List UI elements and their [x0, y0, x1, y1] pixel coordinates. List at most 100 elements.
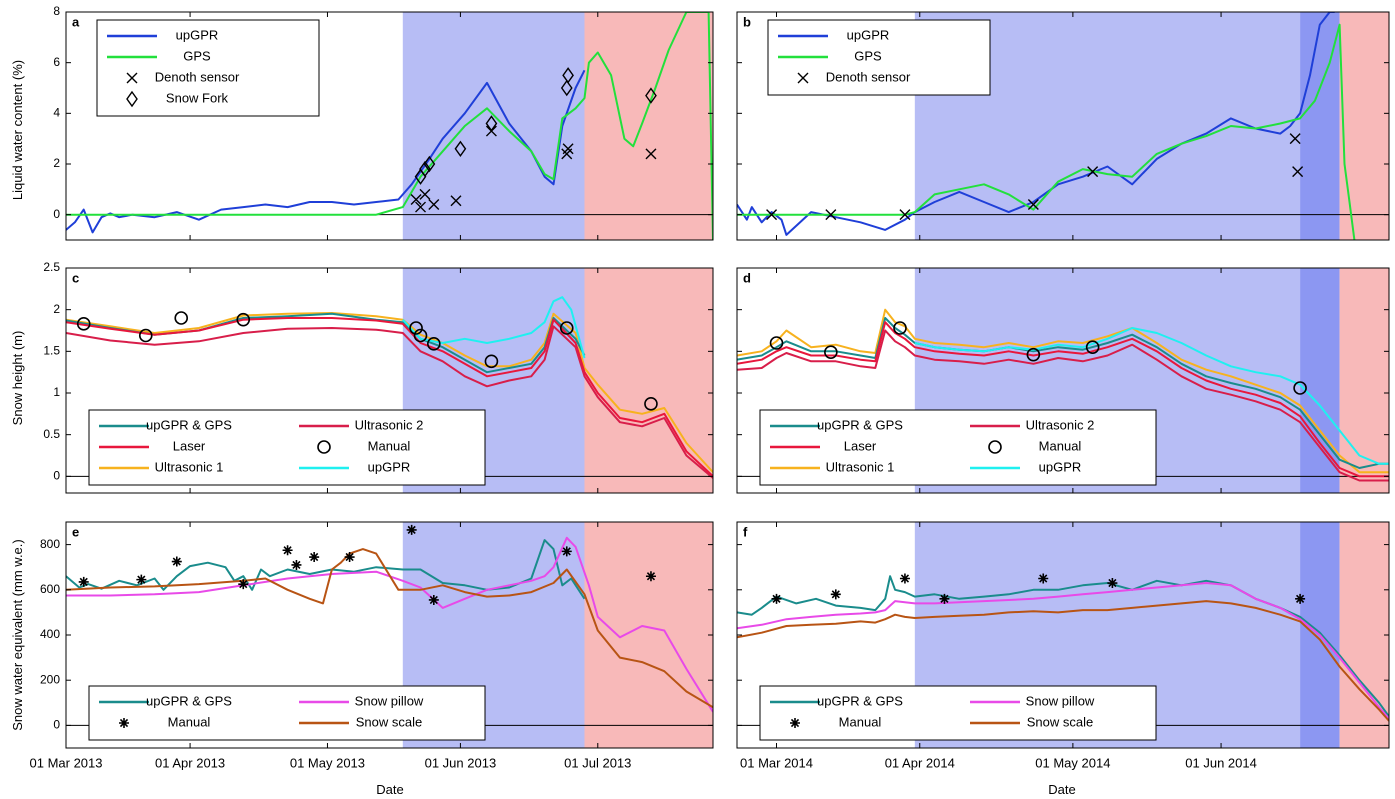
series-line-e-2	[66, 548, 713, 709]
marker-b-2-6	[1292, 166, 1304, 178]
marker-c-5-1	[138, 328, 153, 343]
ytick-label-a-1: 2	[53, 156, 60, 170]
marker-a-3-7	[645, 87, 657, 104]
legend-label-d-4: Ultrasonic 1	[826, 459, 895, 474]
marker-a-2-2	[419, 188, 431, 200]
marker-b-2-2	[899, 209, 911, 221]
marker-a-2-4	[450, 195, 462, 207]
marker-b-2-3	[1027, 199, 1039, 211]
xtick-label-f-0: 01 Mar 2014	[740, 755, 813, 770]
marker-d-5-2	[893, 321, 907, 335]
legend-label-c-5: upGPR	[368, 459, 411, 474]
legend-label-c-3: Manual	[368, 438, 411, 453]
marker-e-3-10	[561, 546, 572, 557]
panel-label-e: e	[72, 524, 79, 539]
legend-label-a-3: Snow Fork	[166, 90, 229, 105]
marker-a-3-6	[562, 67, 574, 84]
panel-f: 01 Mar 2014 01 Apr 2014 01 May 2014 01 Jun …	[736, 521, 1390, 770]
legend-label-a-1: GPS	[183, 48, 211, 63]
marker-a-3-4	[485, 115, 498, 132]
xtick-label-e-4: 01 Jul 2013	[564, 755, 631, 770]
ytick-label-e-0: 0	[53, 718, 60, 732]
legend-f: upGPR & GPS Snow pillow Manual Snow scale	[759, 685, 1157, 741]
ytick-label-c-3: 1.5	[43, 344, 60, 358]
marker-a-2-3	[428, 199, 440, 211]
marker-d-5-5	[1293, 381, 1307, 395]
marker-c-5-0	[76, 317, 91, 331]
panels: 0 2 4 6 8a upGPR GPS Denoth sensor Snow Fork b upG…	[30, 4, 1390, 770]
legend-label-f-3: Snow scale	[1027, 714, 1093, 729]
marker-a-3-2	[423, 155, 436, 173]
legend-label-e-0: upGPR & GPS	[146, 693, 232, 708]
panel-b: b upGPR GPS Denoth sensor	[736, 11, 1390, 241]
panel-label-f: f	[743, 524, 748, 539]
panel-e: 0 200 400 600 800 01 Mar 2013 01 Apr 2013 01 Ma…	[30, 521, 714, 770]
marker-e-3-7	[344, 552, 355, 563]
legend-swatch-a-3	[126, 90, 138, 108]
marker-b-2-1	[825, 209, 837, 221]
ytick-label-c-5: 2.5	[43, 260, 60, 274]
legend-label-d-2: Laser	[844, 438, 877, 453]
legend-swatch-c-3	[317, 440, 331, 454]
marker-c-5-3	[236, 312, 251, 327]
legend-label-d-1: Ultrasonic 2	[1026, 417, 1095, 432]
band-d-1	[1300, 268, 1340, 493]
band-a-1	[584, 12, 713, 240]
legend-c: upGPR & GPS Ultrasonic 2 Laser Manual Ultras…	[88, 409, 486, 486]
xtick-label-e-0: 01 Mar 2013	[30, 755, 103, 770]
legend-label-c-2: Laser	[173, 438, 206, 453]
plot-area-f	[737, 573, 1389, 722]
plot-area-d	[737, 308, 1389, 482]
legend-label-f-0: upGPR & GPS	[817, 693, 903, 708]
marker-e-3-3	[238, 579, 249, 590]
marker-e-3-2	[171, 556, 182, 567]
legend-label-c-4: Ultrasonic 1	[155, 459, 224, 474]
marker-a-3-1	[419, 160, 431, 178]
series-line-f-2	[737, 600, 1389, 722]
legend-label-a-2: Denoth sensor	[155, 69, 240, 84]
axes-frame-d	[736, 267, 1390, 494]
legend-label-d-3: Manual	[1039, 438, 1082, 453]
xtick-label-f-1: 01 Apr 2014	[885, 755, 955, 770]
legend-b: upGPR GPS Denoth sensor	[767, 19, 991, 96]
plot-area-b	[737, 12, 1356, 240]
marker-c-5-6	[427, 337, 441, 351]
marker-c-5-4	[409, 321, 423, 335]
ytick-label-e-1: 200	[40, 672, 60, 686]
legend-label-d-0: upGPR & GPS	[817, 417, 903, 432]
series-line-d-0	[737, 308, 1389, 474]
legend-swatch-d-3	[988, 440, 1002, 454]
marker-f-3-6	[1295, 593, 1306, 604]
xtick-label-e-2: 01 May 2013	[290, 755, 365, 770]
legend-label-b-1: GPS	[854, 48, 882, 63]
legend-label-c-1: Ultrasonic 2	[355, 417, 424, 432]
xtick-label-e-1: 01 Apr 2013	[155, 755, 225, 770]
marker-a-2-0	[410, 193, 422, 205]
axes-frame-b	[736, 11, 1390, 241]
band-a-0	[402, 12, 585, 240]
ytick-label-e-4: 800	[40, 537, 60, 551]
marker-d-5-1	[824, 345, 838, 359]
panel-d: d upGPR & GPS Ultrasonic 2 Laser Manual Ultra…	[736, 267, 1390, 494]
ytick-label-e-3: 600	[40, 582, 60, 596]
xtick-label-f-3: 01 Jun 2014	[1185, 755, 1257, 770]
panel-label-b: b	[743, 14, 751, 29]
panel-a: 0 2 4 6 8a upGPR GPS Denoth sensor Snow Fork	[53, 4, 714, 241]
marker-c-5-5	[413, 328, 428, 343]
xlabel-right: Date	[1048, 782, 1075, 797]
ytick-label-c-2: 1	[53, 385, 60, 399]
legend-label-a-0: upGPR	[176, 27, 219, 42]
xtick-label-f-2: 01 May 2014	[1035, 755, 1110, 770]
marker-e-3-1	[136, 574, 147, 585]
marker-d-5-0	[769, 336, 784, 350]
legend-label-b-0: upGPR	[847, 27, 890, 42]
band-f-2	[1339, 522, 1389, 748]
legend-d: upGPR & GPS Ultrasonic 2 Laser Manual Ultras…	[759, 409, 1157, 486]
legend-box-e	[88, 685, 486, 741]
series-line-a-1	[66, 12, 713, 240]
legend-box-d	[759, 409, 1157, 486]
legend-label-c-0: upGPR & GPS	[146, 417, 232, 432]
ytick-label-a-3: 6	[53, 55, 60, 69]
series-line-d-2	[737, 321, 1389, 478]
